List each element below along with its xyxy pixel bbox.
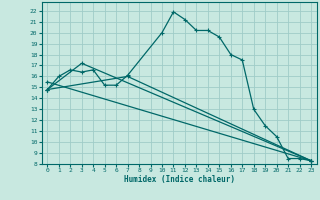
X-axis label: Humidex (Indice chaleur): Humidex (Indice chaleur)	[124, 175, 235, 184]
